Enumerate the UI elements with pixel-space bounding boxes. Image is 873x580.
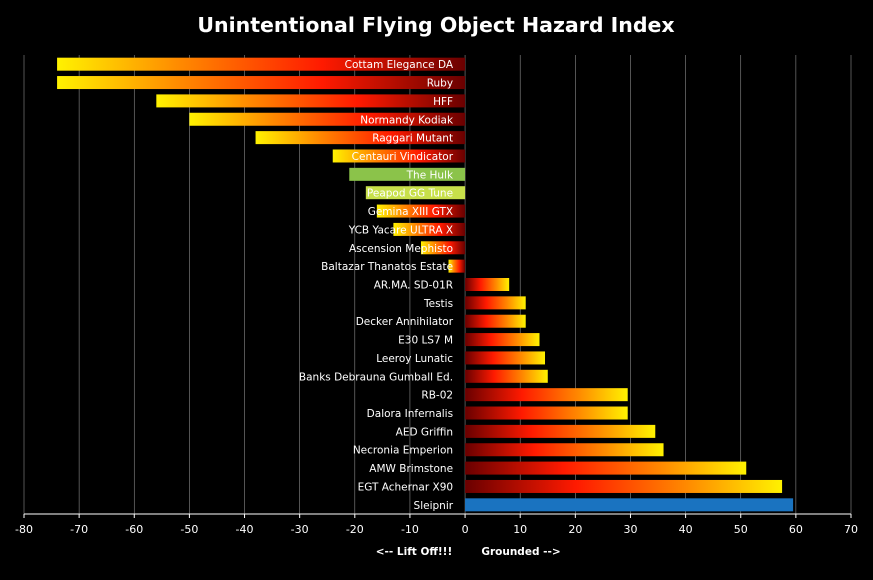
bar-amw-brimstone (465, 461, 747, 475)
bar-ar-ma-sd-01r (465, 278, 510, 291)
category-label: Cottam Elegance DA (345, 59, 454, 71)
x-tick-label: 10 (513, 523, 527, 536)
category-label: Dalora Infernalis (367, 408, 453, 420)
x-tick-label: 20 (568, 523, 582, 536)
category-label: HFF (433, 96, 453, 108)
x-tick-label: 60 (789, 523, 803, 536)
category-label: The Hulk (406, 169, 454, 181)
x-tick-label: -40 (236, 523, 254, 536)
category-label: Testis (423, 298, 453, 310)
bar-e30-ls7-m (465, 333, 540, 347)
category-label: EGT Achernar X90 (358, 481, 453, 493)
bar-dalora-infernalis (465, 406, 628, 420)
bar-centauri-vindicator (332, 149, 466, 163)
category-label: AED Griffin (396, 426, 453, 438)
bar-labels: Cottam Elegance DA Ruby HFF Normandy Kodiak… (299, 59, 454, 512)
chart-title: Unintentional Flying Object Hazard Index (197, 13, 674, 37)
category-label: RB-02 (421, 390, 453, 402)
bar-necronia-emperion (465, 443, 664, 457)
category-label: Normandy Kodiak (360, 114, 454, 126)
axis-caption-lift-off: <-- Lift Off!!! (376, 546, 453, 558)
bar-banks-debrauna-gumball-ed (465, 369, 548, 383)
x-tick-label: -30 (291, 523, 309, 536)
bar-raggari-mutant (255, 131, 466, 145)
x-tick-label: -10 (401, 523, 419, 536)
bar-leeroy-lunatic (465, 351, 546, 365)
x-axis: -80 -70 -60 -50 -40 -30 -20 -10 0 10 20 30 40 50 60 70 (15, 513, 858, 536)
bar-peapod-gg-tune (365, 186, 466, 200)
x-tick-label: 40 (679, 523, 693, 536)
category-label: Baltazar Thanatos Estate (321, 261, 453, 273)
bar-aed-griffin (465, 424, 656, 438)
category-label: E30 LS7 M (398, 335, 453, 347)
category-label: Peapod GG Tune (367, 188, 453, 200)
bar-hff (156, 94, 466, 108)
bars (57, 57, 794, 512)
category-label: AR.MA. SD-01R (374, 280, 453, 292)
bar-cottam-elegance-da (57, 57, 466, 71)
category-label: Necronia Emperion (353, 445, 453, 457)
bar-testis (465, 296, 526, 310)
bar-decker-annihilator (465, 314, 526, 328)
bar-sleipnir (465, 498, 794, 512)
x-tick-label: -60 (125, 523, 143, 536)
bar-rb-02 (465, 388, 628, 402)
x-tick-label: -80 (15, 523, 33, 536)
category-label: Decker Annihilator (356, 316, 454, 328)
x-tick-label: -20 (346, 523, 364, 536)
category-label: Leeroy Lunatic (376, 353, 453, 365)
category-label: Centauri Vindicator (352, 151, 454, 163)
x-tick-label: 0 (462, 523, 469, 536)
bar-normandy-kodiak (189, 112, 466, 126)
x-tick-label: -70 (70, 523, 88, 536)
category-label: Sleipnir (414, 500, 454, 512)
axis-caption-grounded: Grounded --> (481, 546, 560, 558)
bar-ruby (57, 76, 466, 90)
x-tick-label: 30 (623, 523, 637, 536)
bar-baltazar-thanatos-estate (448, 259, 466, 273)
category-label: Gemina XIII GTX (368, 206, 453, 218)
category-label: YCB Yacare ULTRA X (348, 224, 453, 236)
bar-ycb-yacare-ultra-x (393, 222, 466, 236)
bar-gemina-xiii-gtx (376, 204, 466, 218)
category-label: Raggari Mutant (372, 133, 453, 145)
x-tick-label: 50 (734, 523, 748, 536)
category-label: Ruby (427, 78, 453, 90)
bar-the-hulk (349, 167, 466, 181)
category-label: Banks Debrauna Gumball Ed. (299, 371, 453, 383)
category-label: Ascension Mephisto (349, 243, 453, 255)
bar-egt-achernar-x90 (465, 479, 783, 493)
category-label: AMW Brimstone (369, 463, 453, 475)
x-tick-label: 70 (844, 523, 858, 536)
bar-ascension-mephisto (420, 241, 466, 255)
x-tick-label: -50 (180, 523, 198, 536)
